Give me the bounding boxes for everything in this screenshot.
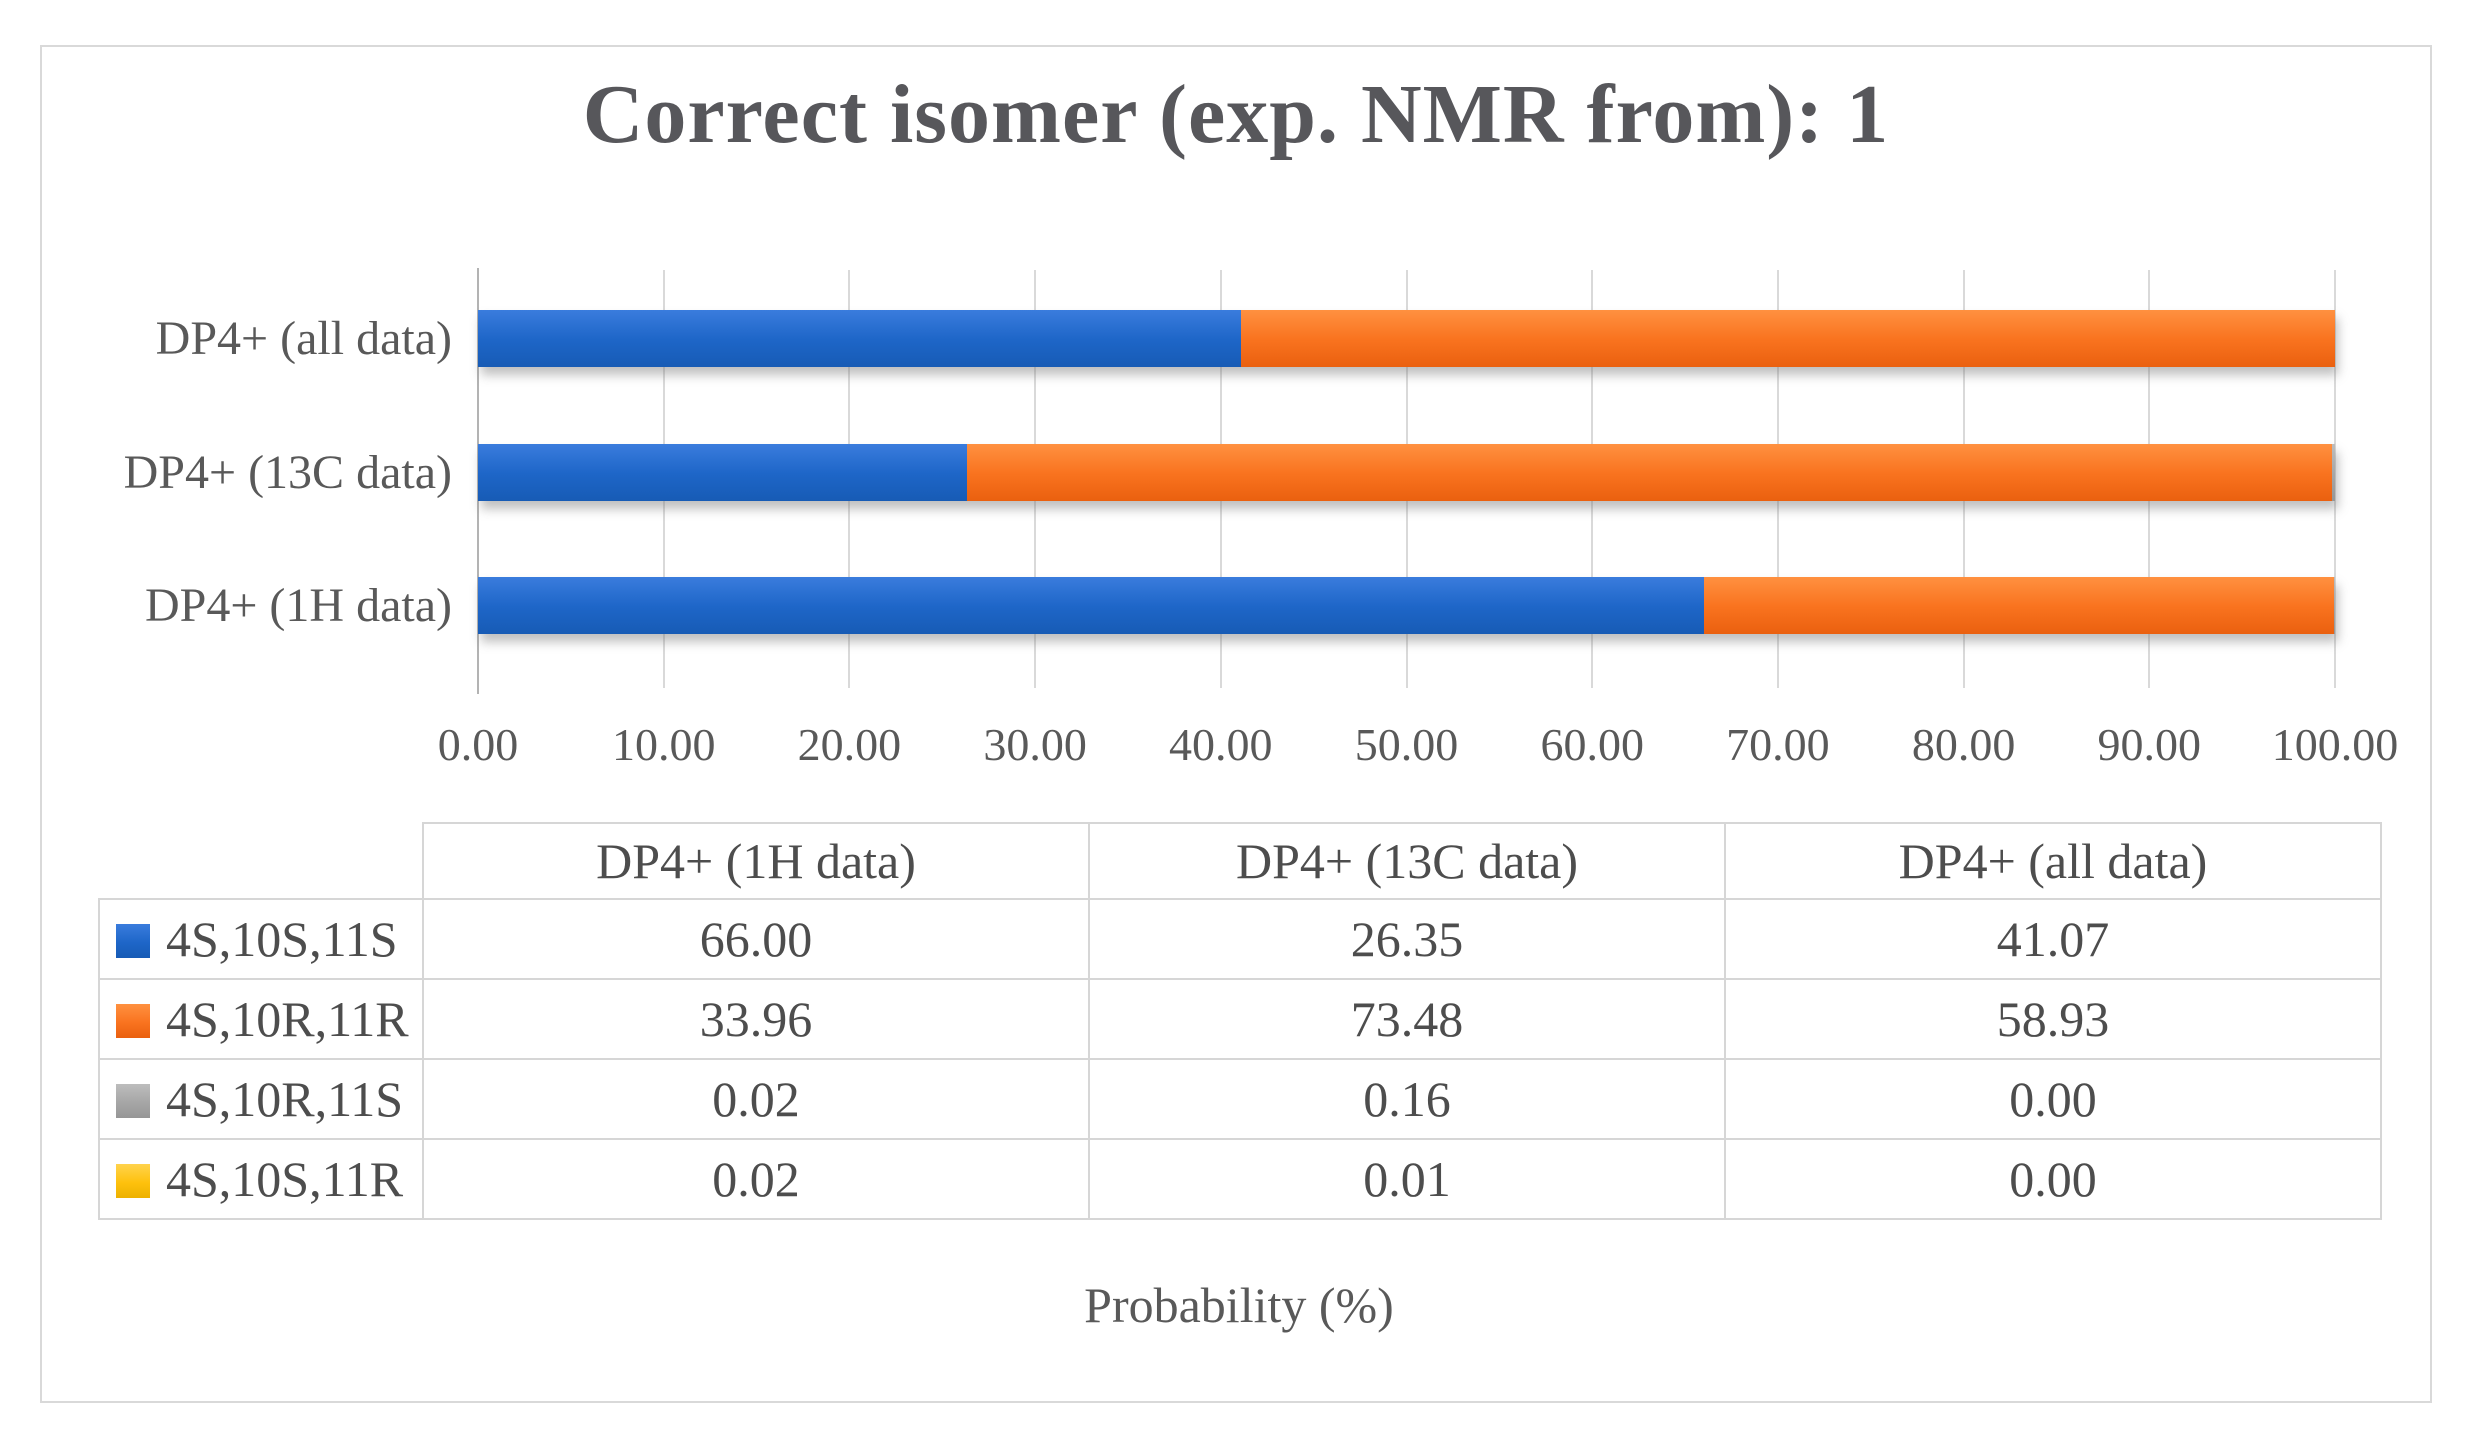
value-cell: 0.02 [422,1058,1090,1140]
x-axis-ticks: 0.00 10.00 20.00 30.00 40.00 50.00 60.00 70.00 8… [438,718,2399,782]
table-header-row: DP4+ (1H data) DP4+ (13C data) DP4+ (all d… [99,822,2382,900]
value-cell: 0.00 [1724,1058,2382,1140]
row-label-cell: 4S,10R,11S [98,1058,424,1140]
table-row: 4S,10R,11R 33.96 73.48 58.93 [98,978,2382,1060]
x-tick-label: 70.00 [1726,719,1830,770]
chart-title: Correct isomer (exp. NMR from): 1 [582,68,1890,161]
legend-swatch-icon [116,924,150,958]
legend-swatch-icon [116,1004,150,1038]
value-cell: 0.00 [1724,1138,2382,1220]
row-label-cell: 4S,10R,11R [98,978,424,1060]
table-row: 4S,10S,11S 66.00 26.35 41.07 [98,898,2382,980]
value-cell: 33.96 [422,978,1090,1060]
value-cell: 58.93 [1724,978,2382,1060]
bar-segment [967,444,2332,501]
bar-segment [478,310,1241,367]
table-header: DP4+ (1H data) DP4+ (13C data) DP4+ (all d… [99,822,2382,900]
value-cell: 0.16 [1088,1058,1726,1140]
x-tick-label: 30.00 [983,719,1087,770]
x-axis-title: Probability (%) [1084,1277,1394,1333]
category-label: DP4+ (1H data) [144,579,452,632]
x-tick-label: 100.00 [2271,719,2399,770]
bar-segment [478,444,968,501]
table-corner-cell [99,823,424,900]
value-cell: 0.02 [422,1138,1090,1220]
x-tick-label: 60.00 [1540,719,1644,770]
bar-segment [1240,310,2335,367]
x-tick-label: 90.00 [2097,719,2202,770]
x-tick-label: 10.00 [611,719,716,770]
series-label: 4S,10S,11R [166,1151,404,1207]
category-label: DP4+ (13C data) [123,446,452,499]
table-column-header: DP4+ (13C data) [1088,822,1726,900]
value-cell: 73.48 [1088,978,1726,1060]
table-column-header: DP4+ (1H data) [422,822,1090,900]
table-column-header: DP4+ (all data) [1724,822,2382,900]
stacked-bar [478,444,2335,501]
data-table: DP4+ (1H data) DP4+ (13C data) DP4+ (all d… [98,822,2382,1220]
value-cell: 26.35 [1088,898,1726,980]
bar-segment [1703,577,2335,634]
x-tick-label: 50.00 [1354,719,1459,770]
bars [478,272,2335,672]
stacked-bar [478,577,2335,634]
legend-swatch-icon [116,1164,150,1198]
plot-area [477,268,2336,694]
x-tick-label: 0.00 [437,719,519,770]
table-row: 4S,10R,11S 0.02 0.16 0.00 [98,1058,2382,1140]
stacked-bar [478,310,2335,367]
category-labels: DP4+ (all data) DP4+ (13C data) DP4+ (1H d… [56,272,464,672]
gridline [2334,270,2336,688]
legend-swatch-icon [116,1084,150,1118]
series-label: 4S,10R,11S [166,1071,404,1127]
row-label-cell: 4S,10S,11S [98,898,424,980]
table-row: 4S,10S,11R 0.02 0.01 0.00 [98,1138,2382,1220]
value-cell: 41.07 [1724,898,2382,980]
category-label: DP4+ (all data) [155,312,452,365]
series-label: 4S,10S,11S [166,911,398,967]
x-tick-label: 40.00 [1169,719,1273,770]
x-tick-label: 80.00 [1911,719,2016,770]
row-label-cell: 4S,10S,11R [98,1138,424,1220]
bar-segment [478,577,1704,634]
x-tick-label: 20.00 [797,719,902,770]
table-body: 4S,10S,11S 66.00 26.35 41.07 4S,10R,11R 33.96… [98,898,2382,1220]
series-label: 4S,10R,11R [166,991,409,1047]
value-cell: 0.01 [1088,1138,1726,1220]
value-cell: 66.00 [422,898,1090,980]
bar-segment [2331,444,2335,501]
